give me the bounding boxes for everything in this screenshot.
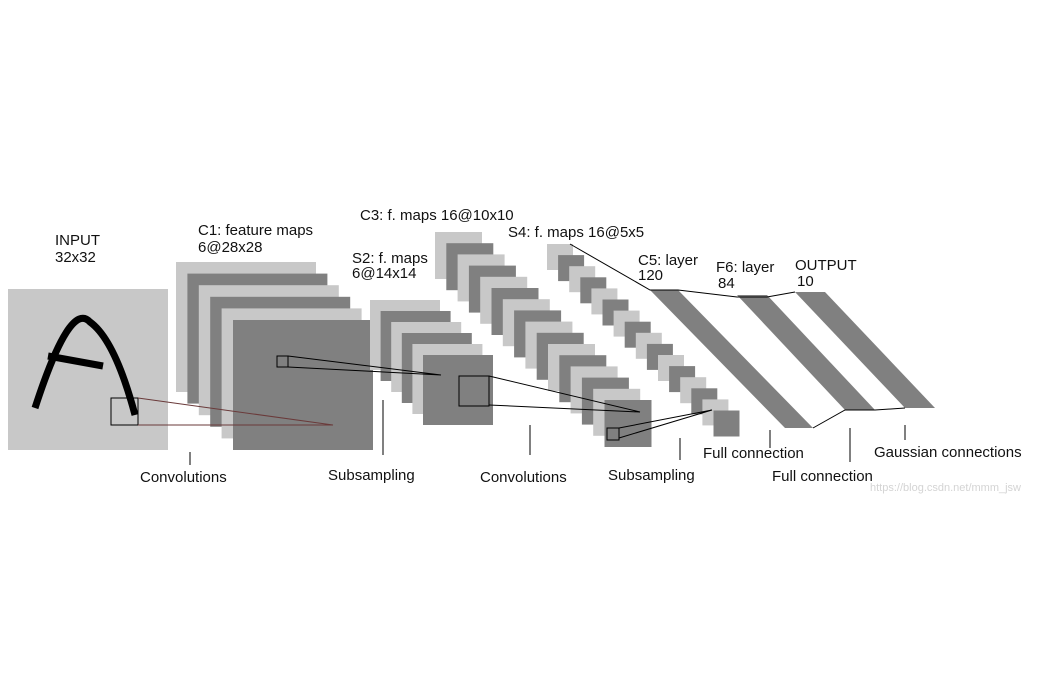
watermark: https://blog.csdn.net/mmm_jsw	[870, 482, 1021, 494]
layer-name: INPUT	[55, 232, 100, 249]
projection-line	[137, 397, 334, 426]
letter-stroke	[47, 352, 104, 370]
projection-line	[488, 375, 641, 413]
f6-band	[737, 295, 875, 410]
layer-size: 84	[718, 275, 735, 292]
operation-label: Full connection	[772, 468, 873, 485]
layer-name: F6: layer	[716, 259, 774, 276]
layer-name: OUTPUT	[795, 257, 857, 274]
connection-line	[812, 407, 906, 429]
layer-name: S2: f. maps	[352, 250, 428, 267]
input-image	[8, 289, 168, 450]
projection-line	[618, 409, 713, 439]
operation-label: Subsampling	[608, 467, 695, 484]
feature-maps	[176, 232, 740, 450]
operation-label: Convolutions	[140, 469, 227, 486]
feature-map	[423, 355, 493, 425]
layer-name: C3: f. maps 16@10x10	[360, 207, 514, 224]
c5-band	[650, 290, 813, 428]
receptive-field	[110, 397, 139, 426]
receptive-field	[276, 355, 289, 368]
layer-size: 6@28x28	[198, 239, 262, 256]
layer-size: 6@14x14	[352, 265, 416, 282]
layer-name: S4: f. maps 16@5x5	[508, 224, 644, 241]
operation-label: Gaussian connections	[874, 444, 1022, 461]
layer-size: 32x32	[55, 249, 96, 266]
feature-map	[713, 410, 740, 437]
receptive-field	[606, 427, 620, 441]
layer-size: 10	[797, 273, 814, 290]
feature-map	[233, 320, 373, 450]
receptive-fields	[276, 355, 713, 441]
layer-name: C1: feature maps	[198, 222, 313, 239]
operation-label: Full connection	[703, 445, 804, 462]
layer-size: 120	[638, 267, 663, 284]
operation-label: Subsampling	[328, 467, 415, 484]
layer-name: C5: layer	[638, 252, 698, 269]
operation-label: Convolutions	[480, 469, 567, 486]
output-band	[795, 292, 935, 408]
connection-line	[569, 243, 796, 298]
operation-ticks	[189, 400, 906, 465]
projection-line	[287, 355, 442, 376]
receptive-field	[458, 375, 490, 407]
